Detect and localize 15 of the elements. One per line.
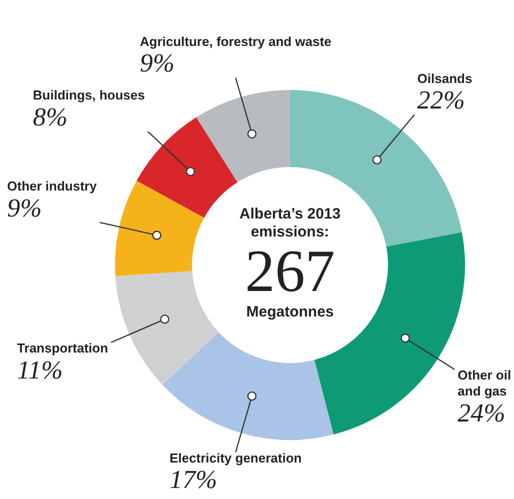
slice-label: Electricity generation bbox=[169, 450, 302, 466]
slice-label: Other industry bbox=[7, 178, 98, 194]
slice-label: Transportation bbox=[17, 340, 108, 356]
data-label: 9% bbox=[7, 193, 42, 222]
data-label: 9% bbox=[140, 48, 175, 78]
slice-label: Buildings, houses bbox=[32, 88, 145, 103]
slice-label: Oilsands bbox=[417, 70, 472, 86]
data-label: 8% bbox=[32, 102, 68, 132]
slice-label: Agriculture, forestry and waste bbox=[140, 34, 332, 49]
text: Megatonnes bbox=[246, 304, 334, 321]
slice-label: Other oil and gas bbox=[458, 368, 512, 399]
data-label: 11% bbox=[17, 355, 63, 384]
data-label: 24% bbox=[458, 398, 506, 428]
data-label: 22% bbox=[417, 86, 465, 115]
data-label: 17% bbox=[169, 465, 218, 494]
